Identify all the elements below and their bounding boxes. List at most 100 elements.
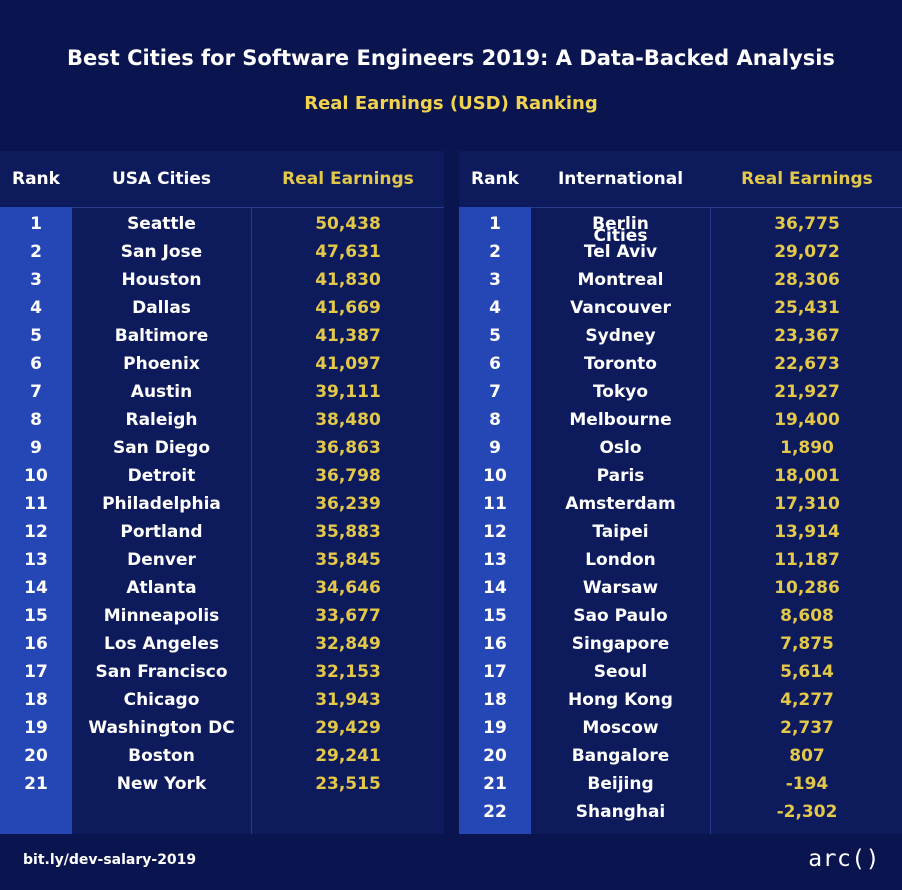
city-cell: Denver xyxy=(127,550,196,570)
earnings-cell: 5,614 xyxy=(780,662,834,682)
city-cell: Houston xyxy=(121,270,202,290)
table-row: 4 Dallas 41,669 xyxy=(0,294,444,322)
city-cell: Berlin xyxy=(592,214,649,234)
city-cell: Shanghai xyxy=(575,802,666,822)
table-row: 11 Amsterdam 17,310 xyxy=(459,490,902,518)
header-earnings: Real Earnings xyxy=(741,169,873,189)
rank-cell: 16 xyxy=(24,634,48,654)
table-row: 1 Seattle 50,438 xyxy=(0,210,444,238)
earnings-cell: 41,830 xyxy=(315,270,381,290)
earnings-cell: -2,302 xyxy=(776,802,838,822)
table-row: 6 Toronto 22,673 xyxy=(459,350,902,378)
table-row: 12 Taipei 13,914 xyxy=(459,518,902,546)
rank-cell: 3 xyxy=(489,270,501,290)
city-cell: Baltimore xyxy=(114,326,209,346)
table-row: 5 Sydney 23,367 xyxy=(459,322,902,350)
earnings-cell: 36,775 xyxy=(774,214,840,234)
city-cell: Taipei xyxy=(592,522,649,542)
city-cell: Raleigh xyxy=(125,410,198,430)
city-cell: Philadelphia xyxy=(102,494,221,514)
table-row: 10 Detroit 36,798 xyxy=(0,462,444,490)
rank-cell: 9 xyxy=(489,438,501,458)
header-city: International Cities xyxy=(557,169,684,246)
earnings-cell: 41,387 xyxy=(315,326,381,346)
rank-cell: 8 xyxy=(30,410,42,430)
earnings-cell: 23,515 xyxy=(315,774,381,794)
city-cell: New York xyxy=(116,774,207,794)
rank-cell: 21 xyxy=(24,774,48,794)
earnings-cell: 36,239 xyxy=(315,494,381,514)
table-row: 8 Raleigh 38,480 xyxy=(0,406,444,434)
earnings-cell: 29,241 xyxy=(315,746,381,766)
rank-cell: 19 xyxy=(24,718,48,738)
rank-cell: 13 xyxy=(24,550,48,570)
city-cell: Amsterdam xyxy=(565,494,676,514)
city-cell: San Jose xyxy=(120,242,203,262)
city-cell: Seoul xyxy=(593,662,648,682)
rank-cell: 13 xyxy=(483,550,507,570)
earnings-cell: 41,097 xyxy=(315,354,381,374)
rank-cell: 4 xyxy=(30,298,42,318)
earnings-cell: 11,187 xyxy=(774,550,840,570)
chart-title: Best Cities for Software Engineers 2019:… xyxy=(67,46,835,70)
earnings-cell: 33,677 xyxy=(315,606,381,626)
footer-link[interactable]: bit.ly/dev-salary-2019 xyxy=(23,852,197,868)
city-cell: Dallas xyxy=(132,298,191,318)
table-row: 16 Los Angeles 32,849 xyxy=(0,630,444,658)
city-cell: Portland xyxy=(120,522,203,542)
city-cell: Minneapolis xyxy=(103,606,220,626)
table-row: 19 Moscow 2,737 xyxy=(459,714,902,742)
city-cell: Chicago xyxy=(123,690,200,710)
column-divider xyxy=(710,207,711,834)
table-row: 7 Austin 39,111 xyxy=(0,378,444,406)
city-cell: Sydney xyxy=(585,326,656,346)
city-cell: Sao Paulo xyxy=(573,606,668,626)
city-cell: San Diego xyxy=(112,438,211,458)
rank-cell: 12 xyxy=(24,522,48,542)
header-rank: Rank xyxy=(471,169,519,189)
rank-cell: 2 xyxy=(489,242,501,262)
earnings-cell: 7,875 xyxy=(780,634,834,654)
rank-cell: 22 xyxy=(483,802,507,822)
table-row: 7 Tokyo 21,927 xyxy=(459,378,902,406)
rank-cell: 15 xyxy=(483,606,507,626)
table-row: 20 Bangalore 807 xyxy=(459,742,902,770)
earnings-cell: 8,608 xyxy=(780,606,834,626)
earnings-cell: 32,153 xyxy=(315,662,381,682)
earnings-cell: 50,438 xyxy=(315,214,381,234)
rank-cell: 6 xyxy=(30,354,42,374)
table-row: 17 Seoul 5,614 xyxy=(459,658,902,686)
table-row: 10 Paris 18,001 xyxy=(459,462,902,490)
table-row: 6 Phoenix 41,097 xyxy=(0,350,444,378)
city-cell: Seattle xyxy=(127,214,196,234)
earnings-cell: 18,001 xyxy=(774,466,840,486)
table-row: 18 Hong Kong 4,277 xyxy=(459,686,902,714)
table-row: 3 Montreal 28,306 xyxy=(459,266,902,294)
earnings-cell: 35,883 xyxy=(315,522,381,542)
rank-cell: 7 xyxy=(489,382,501,402)
rank-cell: 8 xyxy=(489,410,501,430)
city-cell: Detroit xyxy=(127,466,196,486)
city-cell: Toronto xyxy=(584,354,657,374)
city-cell: Bangalore xyxy=(571,746,670,766)
table-row: 15 Minneapolis 33,677 xyxy=(0,602,444,630)
table-row: 21 Beijing -194 xyxy=(459,770,902,798)
earnings-cell: -194 xyxy=(785,774,829,794)
rank-cell: 17 xyxy=(24,662,48,682)
earnings-cell: 38,480 xyxy=(315,410,381,430)
rank-cell: 18 xyxy=(483,690,507,710)
city-cell: Montreal xyxy=(577,270,664,290)
rank-column-band xyxy=(459,207,531,834)
earnings-cell: 34,646 xyxy=(315,578,381,598)
rank-cell: 9 xyxy=(30,438,42,458)
city-cell: London xyxy=(585,550,656,570)
earnings-cell: 19,400 xyxy=(774,410,840,430)
earnings-cell: 807 xyxy=(789,746,825,766)
earnings-cell: 22,673 xyxy=(774,354,840,374)
city-cell: Singapore xyxy=(571,634,670,654)
city-cell: Paris xyxy=(596,466,645,486)
earnings-cell: 13,914 xyxy=(774,522,840,542)
chart-subtitle: Real Earnings (USD) Ranking xyxy=(304,93,598,114)
rank-cell: 11 xyxy=(483,494,507,514)
header-city: USA Cities xyxy=(111,169,212,189)
